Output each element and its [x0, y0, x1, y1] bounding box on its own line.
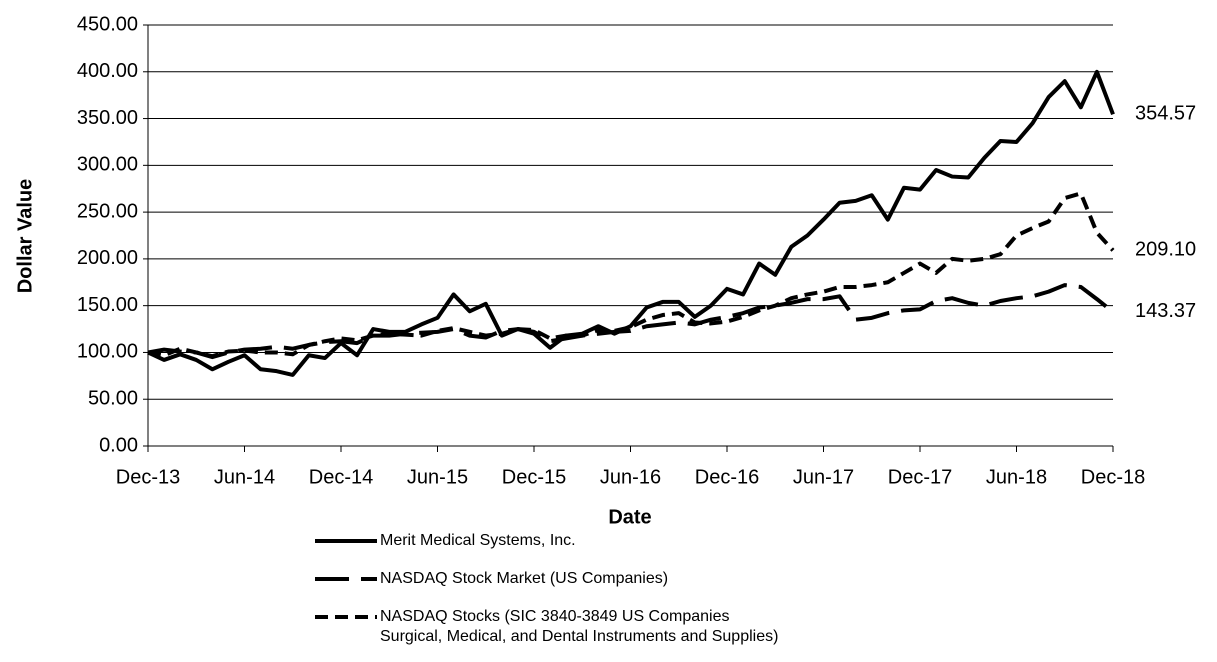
x-tick-label: Jun-16 — [600, 466, 661, 488]
y-axis-label: Dollar Value — [14, 179, 36, 294]
x-tick-label: Dec-14 — [309, 466, 373, 488]
x-tick-label: Jun-14 — [214, 466, 275, 488]
x-tick-label: Dec-15 — [502, 466, 566, 488]
end-value-label: 209.10 — [1135, 239, 1196, 261]
end-value-label: 354.57 — [1135, 103, 1196, 125]
x-tick-label: Dec-18 — [1081, 466, 1145, 488]
series-line — [147, 69, 1115, 377]
x-tick-label: Dec-17 — [888, 466, 952, 488]
y-tick-label: 300.00 — [77, 154, 138, 176]
x-tick-label: Dec-13 — [116, 466, 180, 488]
series-line — [147, 191, 1115, 359]
y-tick-label: 0.00 — [99, 434, 138, 456]
y-tick-label: 450.00 — [77, 13, 138, 35]
y-tick-label: 350.00 — [77, 107, 138, 129]
y-tick-label: 50.00 — [88, 388, 138, 410]
series-line — [147, 283, 1115, 360]
legend-label: Merit Medical Systems, Inc. — [380, 532, 576, 549]
y-tick-label: 100.00 — [77, 341, 138, 363]
x-axis-label: Date — [608, 506, 651, 528]
x-tick-label: Jun-18 — [986, 466, 1047, 488]
y-tick-label: 400.00 — [77, 60, 138, 82]
legend-label: NASDAQ Stock Market (US Companies) — [380, 570, 669, 587]
x-tick-label: Jun-17 — [793, 466, 854, 488]
y-tick-label: 200.00 — [77, 247, 138, 269]
end-value-label: 143.37 — [1135, 300, 1196, 322]
y-tick-label: 150.00 — [77, 294, 138, 316]
x-tick-label: Dec-16 — [695, 466, 759, 488]
y-tick-label: 250.00 — [77, 200, 138, 222]
x-tick-label: Jun-15 — [407, 466, 468, 488]
legend-label: NASDAQ Stocks (SIC 3840-3849 US Companie… — [380, 608, 779, 645]
